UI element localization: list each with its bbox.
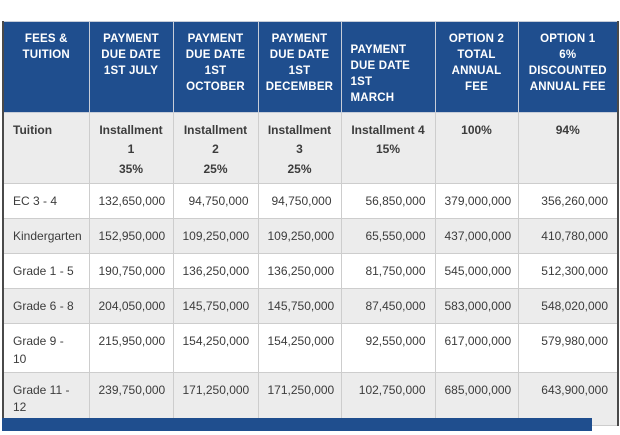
fee-value: 410,780,000 <box>517 218 619 255</box>
fee-value: 94,750,000 <box>172 183 259 220</box>
fee-value: 579,980,000 <box>517 323 619 374</box>
row-label: Grade 11 - 12 <box>2 372 90 427</box>
fee-value: 136,250,000 <box>172 253 259 290</box>
row-label: Grade 9 - 10 <box>2 323 90 374</box>
fee-value: 583,000,000 <box>434 288 519 325</box>
row-label: EC 3 - 4 <box>2 183 90 220</box>
fee-value: 152,950,000 <box>88 218 174 255</box>
fee-value: 92,550,000 <box>340 323 436 374</box>
tuition-installments-row: Tuition Installment 1 35% Installment 2 … <box>2 111 619 185</box>
fee-value: 512,300,000 <box>517 253 619 290</box>
fee-value: 87,450,000 <box>340 288 436 325</box>
row-label: Grade 1 - 5 <box>2 253 90 290</box>
table-row-grade-11-12: Grade 11 - 12 239,750,000 171,250,000 17… <box>2 372 619 427</box>
fee-value: 171,250,000 <box>172 372 259 427</box>
fee-value: 94,750,000 <box>257 183 342 220</box>
fee-value: 81,750,000 <box>340 253 436 290</box>
installment-1-cell: Installment 1 35% <box>88 111 174 185</box>
fee-value: 171,250,000 <box>257 372 342 427</box>
total-percent-cell: 100% <box>434 111 519 185</box>
discount-percent-cell: 94% <box>517 111 619 185</box>
row-label: Kindergarten <box>2 218 90 255</box>
column-header-due-december: PAYMENT DUE DATE 1ST DECEMBER <box>257 21 342 113</box>
fee-value: 145,750,000 <box>172 288 259 325</box>
fee-value: 356,260,000 <box>517 183 619 220</box>
fee-value: 239,750,000 <box>88 372 174 427</box>
fee-value: 379,000,000 <box>434 183 519 220</box>
fee-value: 545,000,000 <box>434 253 519 290</box>
fee-value: 190,750,000 <box>88 253 174 290</box>
table-row-ec-3-4: EC 3 - 4 132,650,000 94,750,000 94,750,0… <box>2 183 619 220</box>
table-row-grade-9-10: Grade 9 - 10 215,950,000 154,250,000 154… <box>2 323 619 374</box>
fee-value: 204,050,000 <box>88 288 174 325</box>
row-label: Grade 6 - 8 <box>2 288 90 325</box>
fee-value: 65,550,000 <box>340 218 436 255</box>
fee-value: 437,000,000 <box>434 218 519 255</box>
column-header-due-october: PAYMENT DUE DATE 1ST OCTOBER <box>172 21 259 113</box>
table-row-grade-1-5: Grade 1 - 5 190,750,000 136,250,000 136,… <box>2 253 619 290</box>
column-header-option2-total: OPTION 2 TOTAL ANNUAL FEE <box>434 21 519 113</box>
fee-value: 215,950,000 <box>88 323 174 374</box>
fee-value: 56,850,000 <box>340 183 436 220</box>
column-header-fees-tuition: FEES & TUITION <box>2 21 90 113</box>
table-row-kindergarten: Kindergarten 152,950,000 109,250,000 109… <box>2 218 619 255</box>
installment-2-cell: Installment 2 25% <box>172 111 259 185</box>
partial-next-section-header-bar <box>2 418 592 431</box>
fee-value: 154,250,000 <box>257 323 342 374</box>
column-header-due-july: PAYMENT DUE DATE 1ST JULY <box>88 21 174 113</box>
row-label: Tuition <box>2 111 90 185</box>
fee-value: 109,250,000 <box>172 218 259 255</box>
fee-value: 145,750,000 <box>257 288 342 325</box>
table-row-grade-6-8: Grade 6 - 8 204,050,000 145,750,000 145,… <box>2 288 619 325</box>
fee-value: 643,900,000 <box>517 372 619 427</box>
fee-value: 136,250,000 <box>257 253 342 290</box>
table-header-row: FEES & TUITION PAYMENT DUE DATE 1ST JULY… <box>2 21 619 113</box>
fee-value: 109,250,000 <box>257 218 342 255</box>
fee-value: 548,020,000 <box>517 288 619 325</box>
fee-value: 132,650,000 <box>88 183 174 220</box>
fee-value: 102,750,000 <box>340 372 436 427</box>
installment-4-cell: Installment 4 15% <box>340 111 436 185</box>
installment-3-cell: Installment 3 25% <box>257 111 342 185</box>
column-header-due-march: PAYMENT DUE DATE 1ST MARCH <box>340 21 436 113</box>
column-header-option1-discounted: OPTION 1 6% DISCOUNTED ANNUAL FEE <box>517 21 619 113</box>
fee-value: 154,250,000 <box>172 323 259 374</box>
fees-tuition-table: FEES & TUITION PAYMENT DUE DATE 1ST JULY… <box>2 21 619 427</box>
fee-value: 617,000,000 <box>434 323 519 374</box>
